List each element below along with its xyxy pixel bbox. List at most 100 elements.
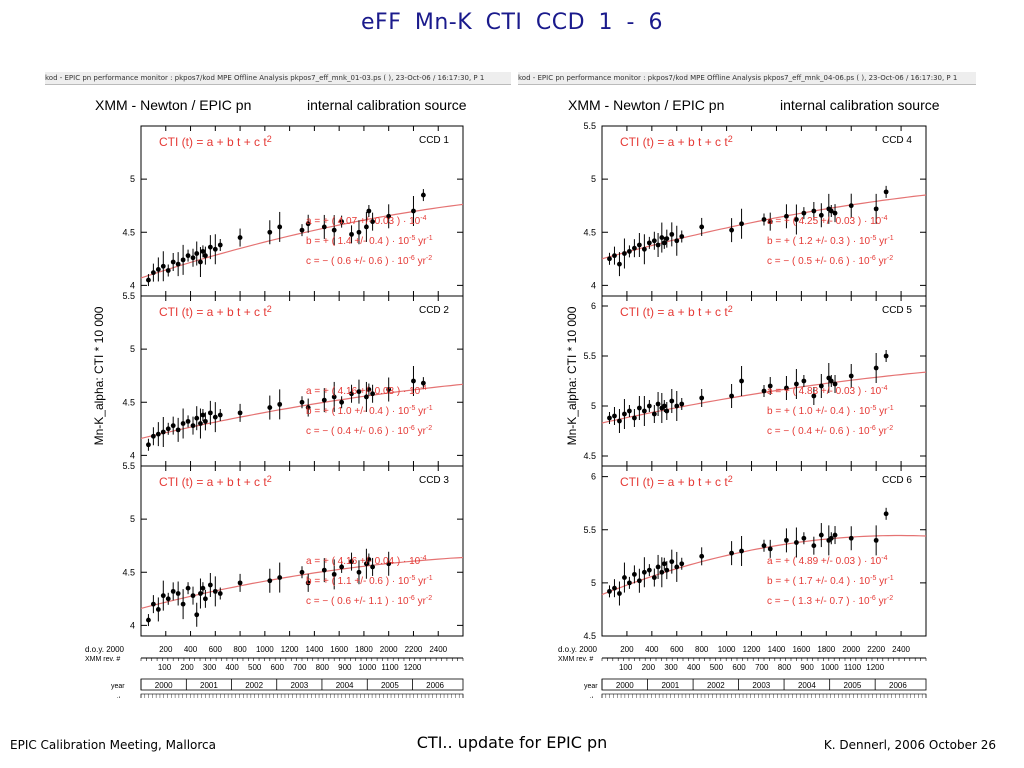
- rev-tick-label: 700: [755, 663, 769, 672]
- fit-coefficient: b = + ( 1.7 +/- 0.4 ) · 10-5 yr-1: [767, 575, 894, 587]
- data-point: [664, 567, 670, 573]
- ccd-label: CCD 2: [419, 305, 449, 316]
- data-point: [364, 561, 369, 567]
- data-point: [622, 575, 627, 580]
- figure-plot: XMM - Newton / EPIC pn internal calibrati…: [558, 97, 940, 698]
- year-label: 2003: [290, 681, 308, 690]
- data-point: [617, 261, 622, 267]
- data-point: [674, 238, 680, 244]
- rev-tick-label: 1100: [844, 663, 862, 672]
- data-point: [674, 403, 680, 409]
- fit-coefficient: a = + ( 4.07 +/- 0.03 ) · 10-4: [306, 215, 427, 227]
- fit-formula: CTI (t) = a + b t + c t2: [159, 474, 272, 489]
- figure-title-right: internal calibration source: [307, 97, 467, 113]
- data-point: [299, 399, 305, 405]
- data-point: [217, 412, 223, 418]
- data-point: [811, 208, 817, 214]
- y-tick-label: 4.5: [122, 397, 135, 407]
- rev-tick-label: 200: [642, 663, 656, 672]
- data-point: [699, 553, 705, 559]
- data-point: [848, 203, 854, 209]
- data-point: [277, 224, 283, 230]
- data-point: [818, 532, 824, 538]
- fit-coefficient: b = + ( 1.1 +/- 0.6 ) · 10-5 yr-1: [306, 575, 433, 587]
- subplot-frame: [140, 465, 464, 637]
- data-point: [767, 546, 773, 552]
- fit-coefficient: c = − ( 0.6 +/- 0.6 ) · 10-6 yr-2: [306, 255, 432, 267]
- data-point: [679, 561, 685, 567]
- data-point: [198, 421, 203, 426]
- doy-tick-label: 1800: [817, 645, 835, 654]
- fit-coefficient: b = + ( 1.0 +/- 0.4 ) · 10-5 yr-1: [767, 405, 894, 417]
- data-point: [661, 561, 667, 567]
- year-label: 2002: [245, 681, 263, 690]
- data-point: [175, 261, 181, 267]
- data-point: [651, 575, 657, 580]
- data-point: [165, 596, 171, 602]
- rev-axis-label: XMM rev. #: [558, 656, 593, 663]
- rev-tick-label: 600: [271, 663, 285, 672]
- data-point: [386, 561, 392, 567]
- y-tick-label: 6: [591, 472, 596, 482]
- data-point: [607, 588, 612, 594]
- fit-formula: CTI (t) = a + b t + c t2: [620, 474, 733, 489]
- data-point: [832, 532, 838, 538]
- data-point: [612, 413, 617, 419]
- data-point: [349, 559, 354, 565]
- ccd-label: CCD 4: [882, 135, 912, 146]
- y-tick-label: 4: [130, 620, 135, 630]
- year-label: 2005: [844, 681, 862, 690]
- doy-tick-label: 200: [620, 645, 634, 654]
- data-point: [267, 229, 273, 235]
- fit-coefficient: c = − ( 1.3 +/- 0.7 ) · 10-6 yr-2: [767, 595, 893, 607]
- data-point: [200, 412, 206, 418]
- data-point: [828, 378, 834, 384]
- data-point: [739, 378, 744, 384]
- data-point: [146, 617, 151, 623]
- data-point: [828, 535, 834, 541]
- data-point: [200, 248, 206, 254]
- data-point: [794, 217, 799, 222]
- doy-tick-label: 1000: [256, 645, 274, 654]
- doy-tick-label: 600: [209, 645, 223, 654]
- data-point: [659, 569, 665, 575]
- year-label: 2000: [155, 681, 173, 690]
- rev-tick-label: 300: [664, 663, 678, 672]
- data-point: [198, 591, 203, 596]
- data-point: [185, 253, 191, 259]
- rev-tick-label: 100: [158, 663, 172, 672]
- y-tick-label: 5: [591, 174, 596, 184]
- data-point: [617, 418, 622, 424]
- data-point: [170, 588, 176, 594]
- year-label: 2000: [616, 681, 634, 690]
- y-tick-label: 5.5: [583, 351, 596, 361]
- data-point: [761, 388, 767, 394]
- year-axis-label: year: [111, 683, 125, 690]
- data-point: [646, 240, 652, 246]
- data-point: [664, 236, 670, 242]
- y-tick-label: 6: [591, 301, 596, 311]
- data-point: [331, 571, 337, 577]
- month-axis-label: month: [103, 697, 123, 698]
- data-point: [801, 535, 807, 541]
- data-point: [636, 242, 642, 248]
- subplot: 4 4.5 5 5.5 CTI (t) = a + b t + c t2 CCD 2 a =…: [122, 291, 464, 467]
- data-point: [386, 387, 392, 392]
- y-tick-label: 5.5: [583, 525, 596, 535]
- rev-tick-label: 400: [687, 663, 701, 672]
- data-point: [155, 431, 161, 437]
- rev-axis-label: XMM rev. #: [85, 656, 120, 663]
- data-point: [612, 585, 617, 591]
- data-point: [767, 219, 773, 225]
- doy-tick-label: 200: [159, 645, 173, 654]
- y-tick-label: 4: [130, 450, 135, 460]
- y-tick-label: 4.5: [122, 227, 135, 237]
- data-point: [299, 569, 305, 575]
- y-tick-label: 5: [591, 578, 596, 588]
- data-point: [420, 192, 426, 198]
- ccd-label: CCD 3: [419, 475, 449, 486]
- data-point: [364, 394, 369, 400]
- data-point: [194, 251, 200, 256]
- data-point: [420, 380, 426, 386]
- data-point: [331, 394, 337, 400]
